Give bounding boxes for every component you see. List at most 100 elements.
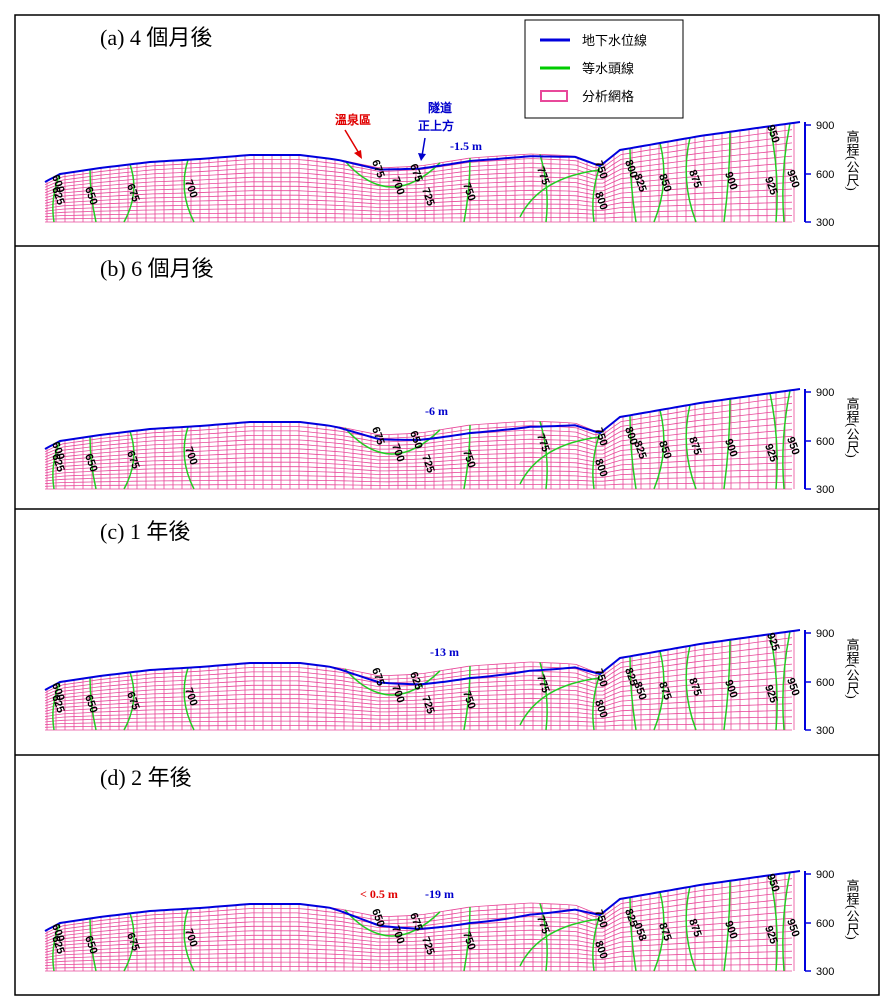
contour [183, 159, 195, 223]
legend-label: 等水頭線 [582, 61, 634, 76]
contour-label: 900 [722, 170, 740, 191]
mesh-line [44, 878, 793, 935]
contour-label: 700 [389, 683, 407, 704]
panel-title: (b) 6 個月後 [100, 256, 214, 281]
tick-label: 900 [816, 120, 834, 132]
contour-label: 850 [631, 680, 649, 701]
axis-label: 高程(公尺) [845, 878, 860, 939]
mesh-line [44, 396, 793, 453]
contour [653, 891, 665, 972]
contour [769, 126, 778, 223]
contour [685, 645, 697, 731]
mesh-line [44, 175, 793, 204]
mesh-line [44, 482, 793, 487]
contour [123, 164, 135, 223]
contour-label: 650 [82, 934, 100, 955]
contour-label: 750 [592, 908, 610, 929]
mesh-line [44, 168, 793, 202]
annotation: -1.5 m [450, 139, 482, 153]
mesh-line [44, 468, 793, 482]
tick-label: 300 [816, 217, 834, 229]
mesh-line [44, 462, 793, 479]
contour-label: 825 [622, 666, 640, 687]
mesh-line [44, 950, 793, 964]
water-table [44, 629, 801, 691]
mesh-line [44, 663, 793, 704]
tick-label: 600 [816, 436, 834, 448]
contour-label: 925 [764, 631, 782, 652]
contour [463, 157, 471, 223]
contour-label: 675 [407, 911, 425, 932]
annotation: 隧道 [428, 100, 452, 115]
contour [344, 160, 441, 188]
axis-label: 高程(公尺) [845, 637, 860, 698]
tick-label: 600 [816, 677, 834, 689]
contour [629, 415, 637, 490]
annotation: -19 m [425, 887, 454, 901]
contour-label: 775 [534, 165, 552, 186]
contour-label: 650 [369, 907, 387, 928]
contour-label: 875 [656, 680, 674, 701]
mesh-line [44, 696, 793, 718]
arrow-head [418, 153, 426, 161]
mesh-line [44, 891, 793, 940]
annotation: 正上方 [418, 118, 454, 133]
water-table [44, 121, 801, 183]
contour-label: 600 [49, 681, 67, 702]
contour-label: 725 [419, 186, 437, 207]
mesh-line [44, 676, 793, 710]
contour-label: 675 [407, 162, 425, 183]
contour [629, 656, 637, 731]
contour [653, 142, 665, 223]
contour-label: 625 [49, 693, 67, 714]
contour-label: 950 [764, 123, 782, 144]
contour-label: 925 [762, 924, 780, 945]
legend: 地下水位線 等水頭線 分析網格 [524, 19, 684, 119]
mesh-line [44, 917, 793, 951]
contour-label: 850 [656, 439, 674, 460]
contour-label: 750 [592, 159, 610, 180]
legend-swatch [540, 90, 568, 102]
contour-label: 825 [631, 439, 649, 460]
mesh-line [44, 435, 793, 469]
mesh-line [44, 957, 793, 967]
contour [782, 390, 791, 490]
contour [344, 668, 441, 696]
contour [89, 918, 97, 972]
contour-label: 675 [124, 931, 142, 952]
contour-label: 750 [460, 689, 478, 710]
contour [769, 393, 778, 490]
contour-label: 625 [407, 670, 425, 691]
contour-label: 600 [49, 922, 67, 943]
mesh-line [44, 683, 793, 712]
contour [463, 665, 471, 731]
water-table [44, 870, 801, 932]
contour-label: 800 [622, 158, 640, 179]
mesh-line [44, 429, 793, 466]
mesh-line [44, 142, 793, 191]
mesh-line [44, 690, 793, 715]
mesh-line [44, 149, 793, 194]
contour-label: 675 [124, 690, 142, 711]
contour-label: 700 [389, 442, 407, 463]
legend-label: 地下水位線 [582, 33, 647, 48]
mesh-line [44, 670, 793, 707]
contour-label: 900 [722, 919, 740, 940]
contour-label: 650 [82, 452, 100, 473]
contour-label: 675 [369, 158, 387, 179]
annotation: -13 m [430, 645, 459, 659]
mesh-line [44, 709, 793, 723]
contour-label: 750 [592, 667, 610, 688]
contour-label: 775 [534, 914, 552, 935]
contour [52, 922, 61, 972]
contour [723, 398, 731, 490]
contour-label: 875 [686, 435, 704, 456]
tick-label: 600 [816, 918, 834, 930]
contour [89, 169, 97, 223]
contour [89, 436, 97, 490]
contour-label: 675 [124, 182, 142, 203]
frame [14, 14, 880, 996]
tick-label: 300 [816, 484, 834, 496]
